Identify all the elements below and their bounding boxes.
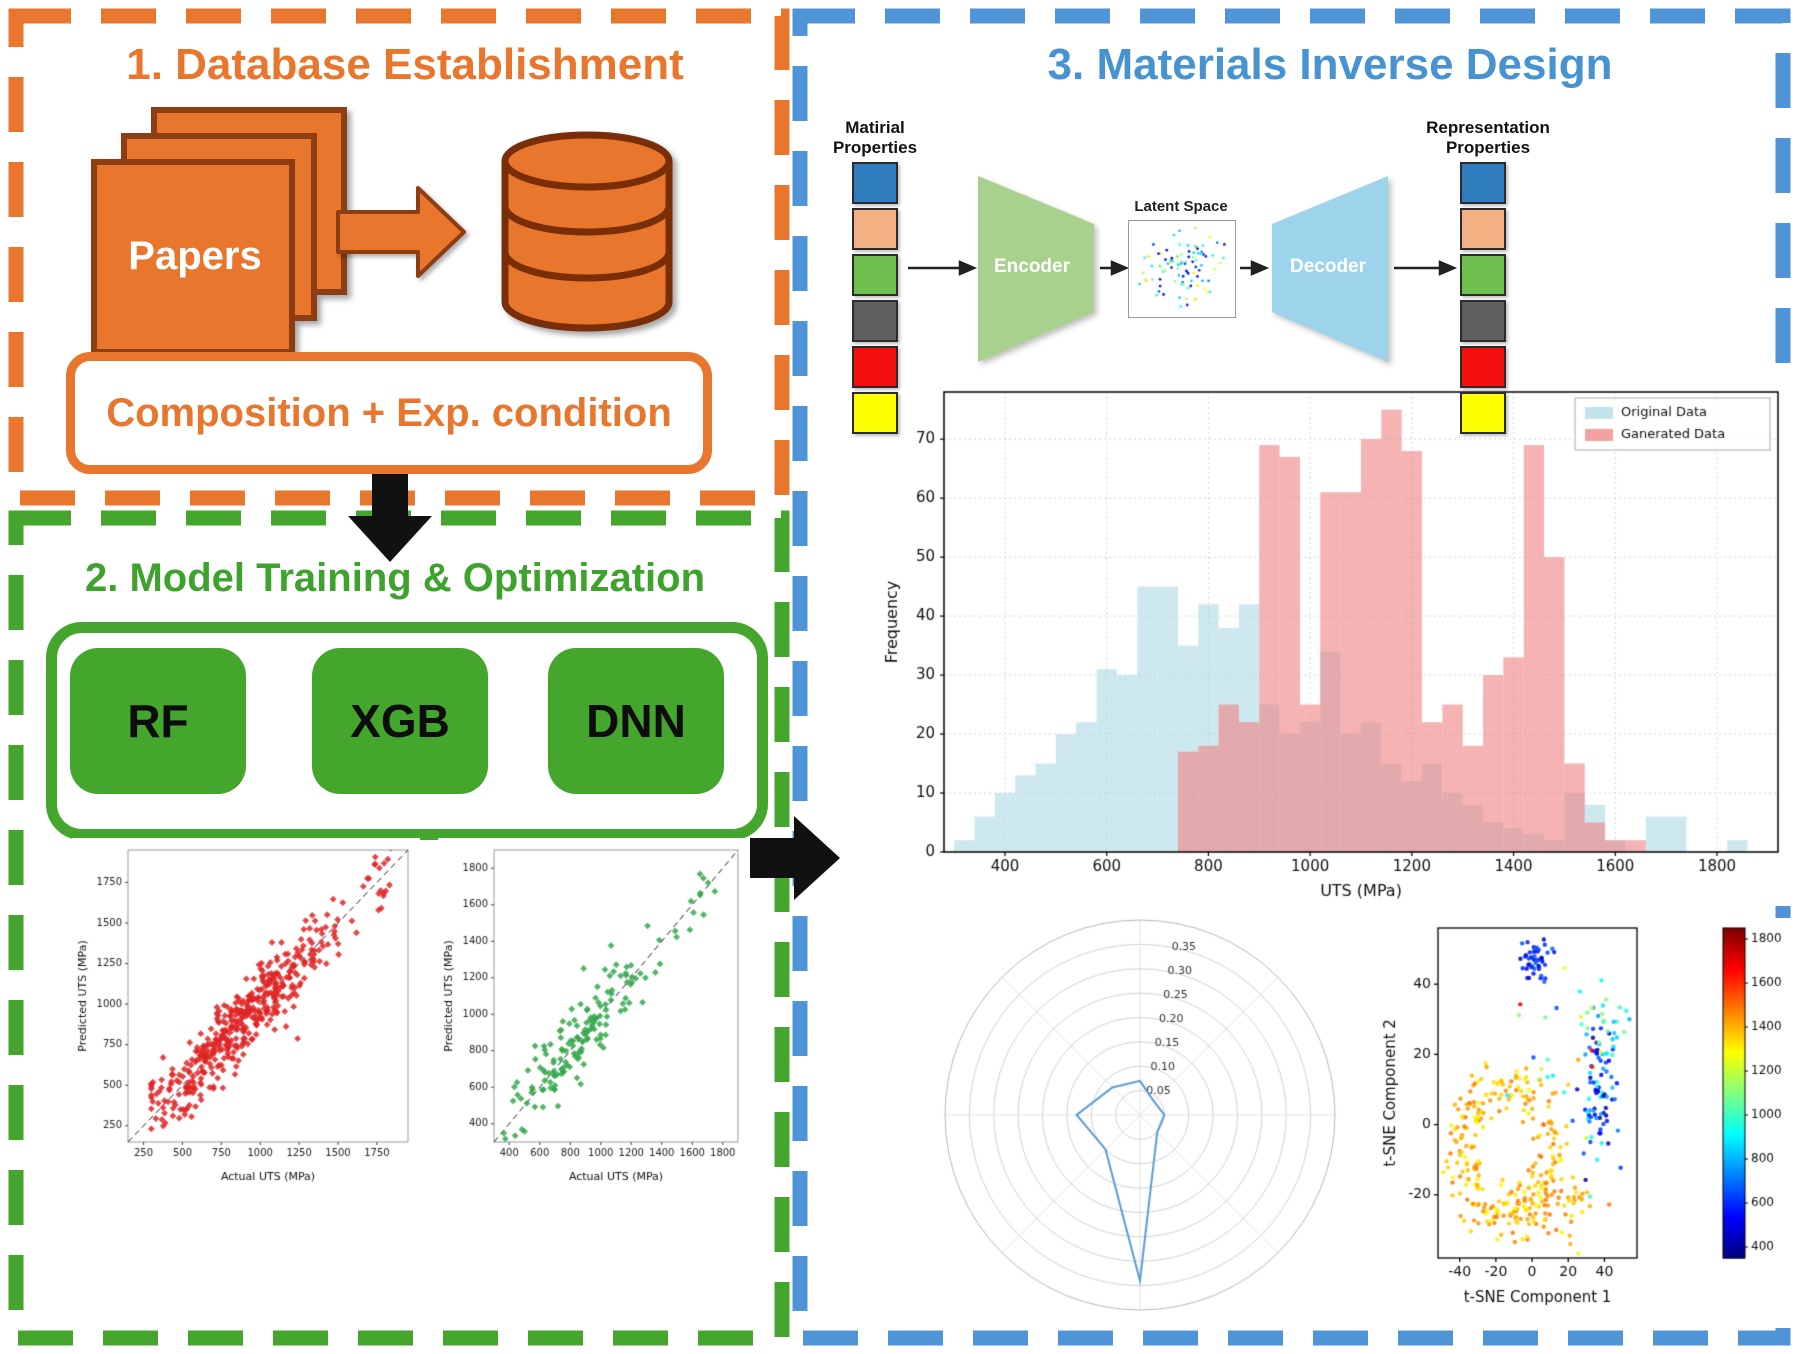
section1-to-section2-arrow: [348, 474, 432, 562]
property-color-swatch: [1460, 254, 1506, 296]
section2-title: 2. Model Training & Optimization: [84, 556, 706, 600]
section1-title: 1. Database Establishment: [126, 40, 684, 89]
latent-space-label: Latent Space: [1134, 198, 1228, 215]
model-xgb-label: XGB: [350, 695, 450, 747]
property-color-swatch: [1460, 162, 1506, 204]
model-rf-label: RF: [127, 695, 189, 747]
property-color-swatch: [852, 208, 898, 250]
radar-chart-canvas: [925, 900, 1355, 1330]
representation-properties-label: Representation Properties: [1398, 118, 1578, 157]
property-color-swatch: [852, 300, 898, 342]
material-properties-label: Matirial Properties: [820, 118, 930, 157]
representation-label-line1: Representation: [1426, 118, 1550, 137]
material-properties-swatches: [852, 162, 898, 434]
latent-space-canvas: [1129, 221, 1233, 315]
section3-title: 3. Materials Inverse Design: [1047, 40, 1613, 89]
latent-space-box: [1128, 220, 1236, 318]
tsne-scatter-canvas: [1380, 918, 1795, 1310]
composition-box-label: Composition + Exp. condition: [106, 390, 672, 435]
property-color-swatch: [1460, 208, 1506, 250]
decoder-label: Decoder: [1289, 256, 1367, 277]
papers-to-database-arrow: [336, 186, 466, 278]
model-box-dnn: DNN: [548, 648, 724, 794]
representation-properties-swatches: [1460, 162, 1506, 434]
property-color-swatch: [1460, 300, 1506, 342]
dnn-scatter-canvas: [438, 838, 750, 1186]
material-label-line2: Properties: [832, 137, 918, 157]
representation-label-line2: Properties: [1445, 137, 1531, 157]
section2-to-section3-arrow: [746, 816, 840, 900]
property-color-swatch: [852, 162, 898, 204]
database-icon: [501, 131, 673, 332]
property-color-swatch: [1460, 346, 1506, 388]
property-color-swatch: [852, 346, 898, 388]
model-box-rf: RF: [70, 648, 246, 794]
encoder-label: Encoder: [993, 256, 1071, 277]
uts-histogram-canvas: [880, 378, 1792, 906]
model-dnn-label: DNN: [586, 695, 686, 747]
property-color-swatch: [1460, 392, 1506, 434]
property-color-swatch: [852, 254, 898, 296]
property-color-swatch: [852, 392, 898, 434]
rf-scatter-canvas: [72, 838, 420, 1186]
papers-stack-icon: [91, 107, 347, 355]
model-box-xgb: XGB: [312, 648, 488, 794]
material-label-line1: Matirial: [845, 118, 905, 137]
papers-label: Papers: [128, 234, 262, 278]
composition-box: Composition + Exp. condition: [66, 352, 712, 474]
